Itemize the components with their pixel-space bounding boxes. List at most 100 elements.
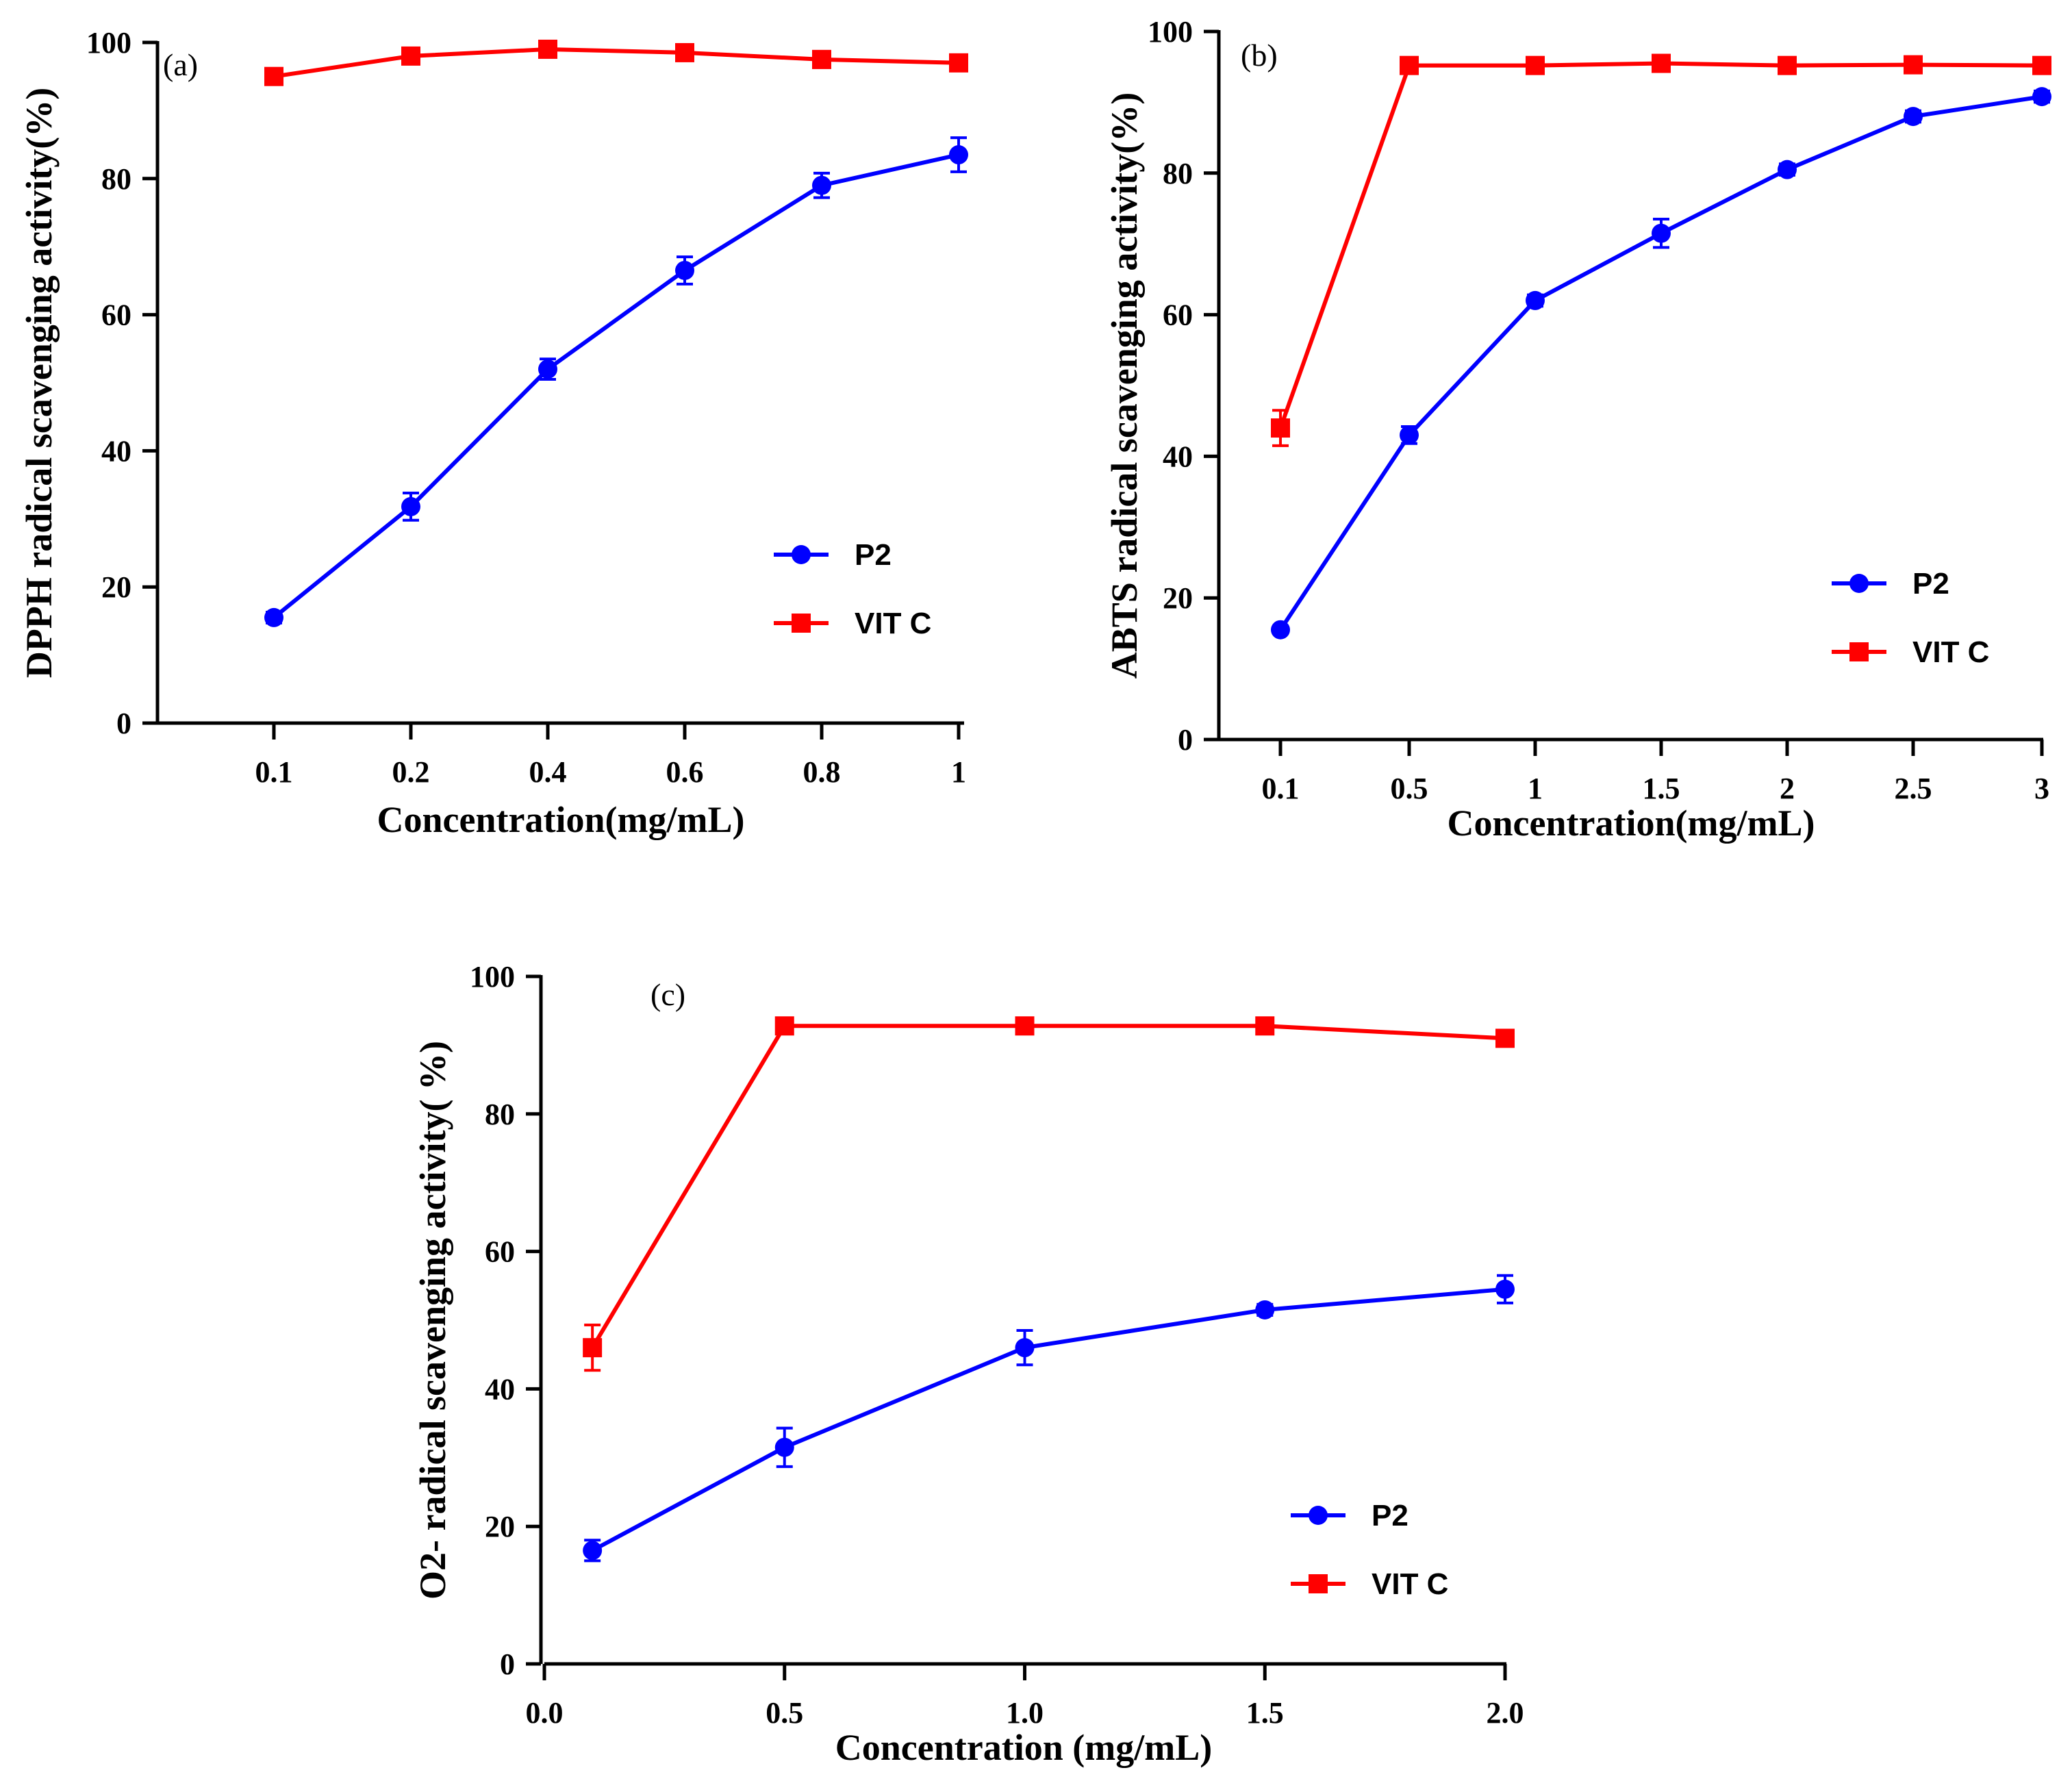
panel-c-legend-vitc-marker <box>1309 1574 1328 1593</box>
panel-c-legend-vitc-label: VIT C <box>1372 1567 1448 1601</box>
panel-a-x-tick-label: 0.8 <box>803 755 841 789</box>
panel-c-vitc-point <box>1255 1016 1275 1036</box>
panel-b-p2-point <box>1400 425 1419 445</box>
panel-c-y-tick-label: 0 <box>500 1647 515 1681</box>
panel-b-x-tick-label: 1.5 <box>1643 772 1680 805</box>
panel-a-x-tick-label: 0.2 <box>392 755 430 789</box>
panel-b-x-tick-label: 2 <box>1780 772 1795 805</box>
panel-a-y-tick-label: 0 <box>116 707 131 740</box>
panel-c-panel-label: (c) <box>650 977 685 1012</box>
panel-b-legend-vitc-marker <box>1849 642 1869 661</box>
panel-a-legend-p2-marker <box>792 545 811 564</box>
panel-b-p2-point <box>1778 160 1797 179</box>
panel-c-vitc-point <box>583 1338 603 1358</box>
panel-a-vitc-point <box>401 46 420 66</box>
panel-a-x-tick-label: 1 <box>951 755 966 789</box>
panel-c-p2-point <box>583 1541 603 1561</box>
panel-c-y-tick-label: 40 <box>485 1372 515 1406</box>
panel-a-legend: P2 VIT C <box>774 538 931 640</box>
panel-b-p2-point <box>1652 223 1671 243</box>
panel-a-panel-label: (a) <box>163 47 198 82</box>
panel-c-legend: P2 VIT C <box>1291 1499 1448 1601</box>
panel-c-vitc-point <box>1015 1016 1035 1036</box>
panel-c-y-tick-label: 20 <box>485 1510 515 1543</box>
panel-b-vitc-point <box>1400 55 1419 75</box>
panel-b-p2-point <box>1526 290 1545 310</box>
panel-c-vitc-point <box>1495 1028 1515 1048</box>
panel-c-x-tick-label: 0.5 <box>766 1696 803 1730</box>
panel-c-legend-p2-label: P2 <box>1372 1499 1408 1532</box>
panel-a-y-tick-label: 100 <box>86 26 131 60</box>
panel-a-y-tick-label: 40 <box>101 434 131 468</box>
panel-b-x-tick-label: 0.5 <box>1391 772 1428 805</box>
panel-a-p2-series-line <box>273 153 959 620</box>
panel-a-p2-point <box>949 145 968 165</box>
panel-b-x-tick-label: 2.5 <box>1895 772 1932 805</box>
panel-b-x-tick-label: 1 <box>1528 772 1543 805</box>
panel-b-legend: P2 VIT C <box>1832 567 1989 669</box>
panel-c-p2-point <box>1015 1338 1035 1358</box>
panel-b-vitc-point <box>1526 55 1545 75</box>
panel-a-chart: 0 20 40 60 80 100 0.1 0.2 0.4 0.6 0.8 1 Concentratio… <box>18 26 968 840</box>
panel-c-p2-series-line <box>591 1287 1506 1552</box>
panel-c-p2-point <box>774 1437 794 1457</box>
panel-b-vitc-point <box>1652 53 1671 73</box>
panel-c-chart: 0 20 40 60 80 100 0.0 0.5 1.0 1.5 2.0 Concentration… <box>412 960 1524 1768</box>
panel-a-vitc-series-line <box>273 47 959 79</box>
panel-c-p2-point <box>1495 1279 1515 1299</box>
panel-a-vitc-point <box>675 42 694 62</box>
panel-a-x-tick-label: 0.4 <box>529 755 567 789</box>
panel-c-x-tick-label: 2.0 <box>1487 1696 1524 1730</box>
panel-a-legend-vitc-marker <box>792 614 811 633</box>
panel-b-y-tick-label: 100 <box>1148 15 1193 49</box>
panel-b-x-axis-title: Concentration(mg/mL) <box>1448 803 1815 844</box>
panel-b-legend-p2-label: P2 <box>1912 567 1949 601</box>
panel-a-vitc-point <box>812 49 831 69</box>
panel-b-vitc-point <box>1778 55 1797 75</box>
panel-a-legend-p2-label: P2 <box>855 538 892 572</box>
panel-b-vitc-point <box>1271 418 1290 438</box>
panel-a-y-tick-label: 60 <box>101 299 131 332</box>
panel-b-p2-point <box>1904 107 1923 127</box>
panel-b-legend-p2-marker <box>1849 574 1869 593</box>
panel-b-chart: 0 20 40 60 80 100 0.1 0.5 1 1.5 2 2.5 3 Concentration… <box>1104 15 2051 844</box>
panel-c-x-tick-label: 0.0 <box>526 1696 564 1730</box>
panel-c-y-tick-label: 100 <box>470 960 515 994</box>
panel-a-vitc-point <box>264 66 283 86</box>
panel-b-y-tick-label: 60 <box>1163 299 1193 332</box>
panel-c-y-axis-title: O2- radical scavenging activity( %) <box>412 1041 453 1600</box>
panel-a-y-tick-label: 20 <box>101 570 131 604</box>
panel-a-y-tick-label: 80 <box>101 162 131 196</box>
panel-a-p2-point <box>264 607 283 627</box>
panel-a-legend-vitc-label: VIT C <box>855 607 931 640</box>
panel-b-y-tick-label: 80 <box>1163 157 1193 190</box>
panel-a-p2-point <box>538 359 557 379</box>
panel-c-vitc-point <box>774 1016 794 1036</box>
panel-a-y-axis-title: DPPH radical scavenging activity(%) <box>18 88 60 678</box>
panel-c-y-tick-label: 60 <box>485 1235 515 1269</box>
panel-c-p2-point <box>1255 1300 1275 1319</box>
panel-b-y-tick-label: 20 <box>1163 581 1193 615</box>
panel-b-x-tick-label: 3 <box>2034 772 2049 805</box>
panel-c-y-tick-label: 80 <box>485 1098 515 1131</box>
panel-b-x-tick-label: 0.1 <box>1262 772 1300 805</box>
panel-c-legend-p2-marker <box>1309 1506 1328 1525</box>
panel-c-x-tick-label: 1.5 <box>1246 1696 1284 1730</box>
panel-a-p2-point <box>401 496 420 516</box>
panel-b-p2-series-line <box>1278 94 2043 631</box>
panel-b-y-tick-label: 40 <box>1163 440 1193 473</box>
panel-a-x-tick-label: 0.6 <box>666 755 704 789</box>
panel-b-y-tick-label: 0 <box>1178 723 1193 757</box>
panel-c-x-axis-title: Concentration (mg/mL) <box>835 1727 1212 1768</box>
panel-b-panel-label: (b) <box>1241 38 1278 73</box>
panel-b-p2-point <box>2032 87 2051 107</box>
panel-a-p2-point <box>675 260 694 280</box>
panel-a-vitc-point <box>949 53 968 73</box>
panel-b-y-axis-title: ABTS radical scavenging activity(%) <box>1104 92 1145 679</box>
panel-b-p2-point <box>1271 620 1290 640</box>
panel-a-p2-point <box>812 175 831 195</box>
panel-b-vitc-point <box>2032 55 2051 75</box>
panel-b-legend-vitc-label: VIT C <box>1912 635 1989 669</box>
panel-b-vitc-point <box>1904 55 1923 75</box>
